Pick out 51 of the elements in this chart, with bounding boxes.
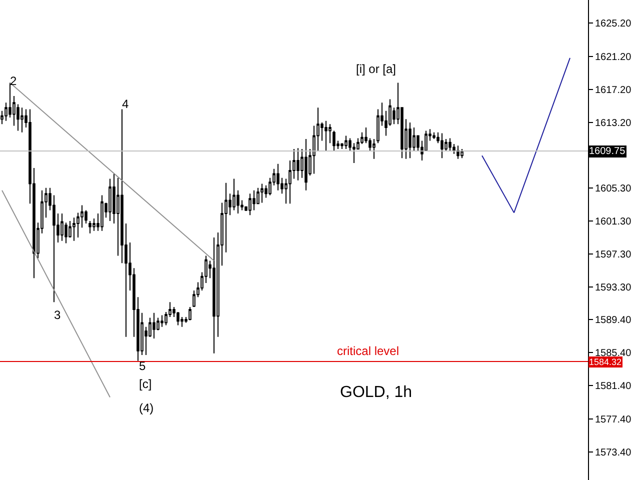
- candlestick: [448, 138, 452, 152]
- candlestick: [60, 213, 64, 242]
- candlestick: [152, 312, 156, 339]
- candlestick: [20, 107, 24, 133]
- candlestick: [372, 138, 376, 160]
- annotation: (4): [139, 401, 154, 415]
- y-tick-label: 1593.30: [595, 282, 632, 294]
- candlestick: [88, 220, 92, 234]
- candlestick: [276, 163, 280, 191]
- candlestick: [296, 148, 300, 181]
- candlestick: [232, 178, 236, 211]
- candlestick: [260, 183, 264, 204]
- candlestick: [440, 132, 444, 159]
- candlestick: [344, 135, 348, 150]
- y-tick-label: 1605.30: [595, 183, 632, 194]
- candlestick: [432, 132, 436, 140]
- y-tick-label: 1577.40: [595, 414, 632, 426]
- y-tick-label: 1601.30: [595, 216, 632, 228]
- text: GOLD, 1h: [340, 384, 412, 401]
- candlestick: [332, 130, 336, 152]
- text: 1584.32: [589, 357, 622, 367]
- candlestick: [324, 120, 328, 152]
- annotation: 3: [54, 308, 61, 322]
- candlestick: [460, 148, 464, 159]
- candlestick: [92, 218, 96, 232]
- candlestick: [248, 193, 252, 216]
- y-tick-label: 1581.40: [595, 381, 632, 392]
- candlestick: [408, 122, 412, 159]
- annotation: 2: [10, 74, 17, 88]
- annotation: 5: [139, 359, 146, 373]
- y-tick-label: 1621.20: [595, 52, 632, 63]
- y-tick-label: 1613.20: [595, 118, 632, 129]
- candlestick: [160, 314, 164, 328]
- y-tick-label: 1573.40: [595, 447, 632, 458]
- annotation: 4: [122, 97, 129, 111]
- ref-line-label: critical level: [337, 344, 400, 358]
- annotation: [i] or [a]: [356, 62, 396, 76]
- y-tick-label: 1617.20: [595, 84, 632, 96]
- y-tick-label: 1585.40: [595, 348, 632, 360]
- candlestick: [108, 178, 112, 222]
- ref-line-label: 1609.75: [589, 146, 626, 157]
- y-tick-label: 1625.20: [595, 18, 632, 30]
- candlestick: [252, 190, 256, 211]
- candlestick: [456, 145, 460, 160]
- y-tick-label: 1597.30: [595, 250, 632, 261]
- candlestick: [180, 316, 184, 328]
- candlestick: [188, 306, 192, 321]
- candlestick: [304, 138, 308, 191]
- annotation: [c]: [139, 377, 152, 391]
- candlestick: [100, 194, 104, 232]
- y-tick-label: 1589.40: [595, 314, 632, 326]
